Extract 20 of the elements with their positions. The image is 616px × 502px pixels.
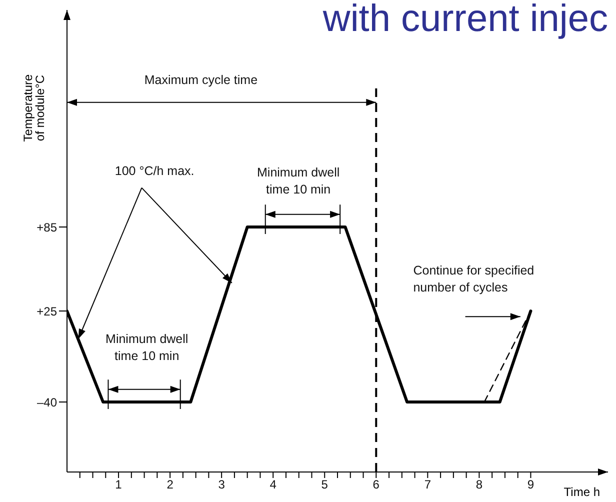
x-tick-label: 5 bbox=[321, 478, 328, 492]
annotation: Minimum dwell time 10 min bbox=[106, 332, 188, 364]
x-tick-label: 9 bbox=[527, 478, 534, 492]
x-tick-label: 6 bbox=[372, 478, 380, 492]
x-axis-title: Time h bbox=[564, 485, 600, 499]
annotation: 100 °C/h max. bbox=[114, 164, 194, 178]
x-tick-label: 3 bbox=[218, 478, 226, 492]
x-tick-label: 2 bbox=[166, 478, 174, 492]
y-tick-label: –40 bbox=[36, 395, 58, 410]
x-tick-label: 8 bbox=[476, 478, 483, 492]
y-tick-label: +85 bbox=[36, 220, 58, 234]
x-tick-label: 4 bbox=[270, 478, 277, 492]
annotation: Minimum dwell time 10 min bbox=[257, 166, 340, 197]
annotation: Continue for specified number of cycles bbox=[413, 264, 534, 295]
x-tick-label: 7 bbox=[424, 478, 432, 492]
annotation: Maximum cycle time bbox=[144, 73, 258, 88]
y-tick-label: +25 bbox=[36, 304, 58, 318]
y-axis-title: Temperature of module°C bbox=[21, 74, 47, 142]
chart-title: with current injec bbox=[322, 0, 608, 41]
x-tick-label: 1 bbox=[115, 478, 122, 492]
